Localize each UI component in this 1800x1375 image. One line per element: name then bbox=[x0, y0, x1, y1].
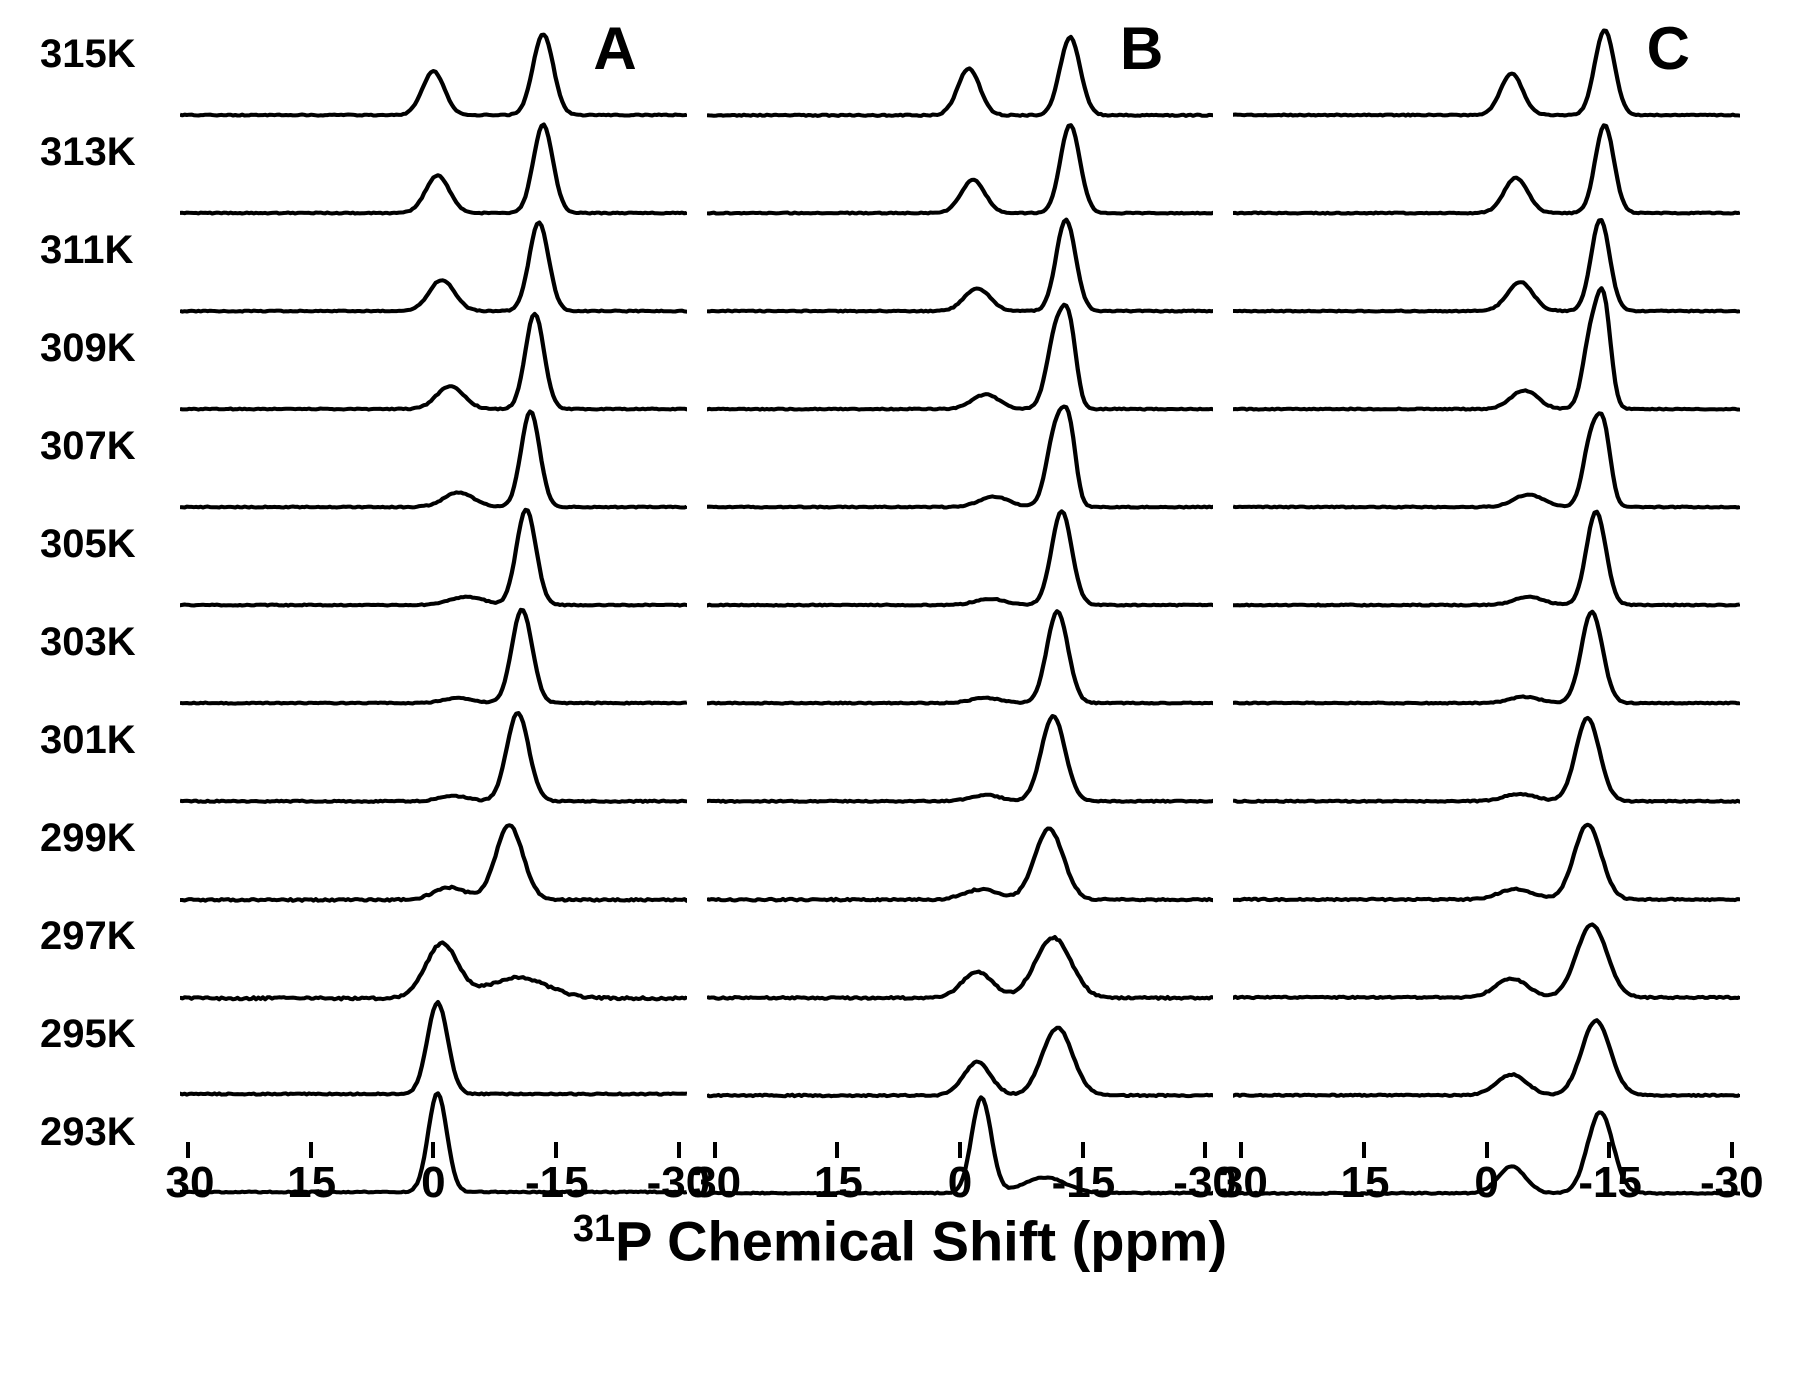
axis-tick-label: -15 bbox=[1578, 1158, 1638, 1208]
axis-tick-label: 15 bbox=[1335, 1158, 1395, 1208]
panel-c: C 30150-15-30 bbox=[1233, 20, 1740, 1200]
axis-tick-label: 30 bbox=[1213, 1158, 1273, 1208]
temperature-label: 295K bbox=[40, 1004, 180, 1102]
temperature-label: 301K bbox=[40, 710, 180, 808]
panel-letter-a: A bbox=[593, 14, 636, 83]
tick-marks bbox=[180, 1142, 687, 1158]
temperature-label: 311K bbox=[40, 220, 180, 318]
x-title-text: P Chemical Shift (ppm) bbox=[615, 1210, 1227, 1273]
axis-tick-label: 15 bbox=[808, 1158, 868, 1208]
tick-labels: 30150-15-30 bbox=[180, 1158, 687, 1208]
x-axis: 30150-15-30 bbox=[1233, 1142, 1740, 1200]
axis-tick-label: 30 bbox=[687, 1158, 747, 1208]
axis-tick-label: -15 bbox=[1052, 1158, 1112, 1208]
axis-tick bbox=[1730, 1142, 1734, 1158]
panel-letter-b: B bbox=[1120, 14, 1163, 83]
temperature-label: 303K bbox=[40, 612, 180, 710]
axis-tick bbox=[1485, 1142, 1489, 1158]
axis-tick-label: 15 bbox=[282, 1158, 342, 1208]
x-title-sup: 31 bbox=[573, 1208, 615, 1250]
axis-tick-label: 0 bbox=[1457, 1158, 1517, 1208]
temperature-label: 299K bbox=[40, 808, 180, 906]
x-axis-title: 31P Chemical Shift (ppm) bbox=[40, 1208, 1760, 1274]
temperature-label: 297K bbox=[40, 906, 180, 1004]
spectra-stack bbox=[707, 20, 1214, 1150]
temperature-label: 305K bbox=[40, 514, 180, 612]
axis-tick bbox=[431, 1142, 435, 1158]
tick-labels: 30150-15-30 bbox=[707, 1158, 1214, 1208]
axis-tick bbox=[958, 1142, 962, 1158]
axis-tick bbox=[713, 1142, 717, 1158]
axis-tick bbox=[1362, 1142, 1366, 1158]
spectra-stack bbox=[180, 20, 687, 1150]
tick-marks bbox=[707, 1142, 1214, 1158]
axis-tick bbox=[1081, 1142, 1085, 1158]
axis-tick bbox=[677, 1142, 681, 1158]
axis-tick bbox=[1607, 1142, 1611, 1158]
spectra-stack bbox=[1233, 20, 1740, 1150]
axis-tick bbox=[554, 1142, 558, 1158]
axis-tick-label: -15 bbox=[525, 1158, 585, 1208]
temperature-label: 313K bbox=[40, 122, 180, 220]
panels-row: 315K313K311K309K307K305K303K301K299K297K… bbox=[40, 20, 1760, 1200]
axis-tick-label: 0 bbox=[930, 1158, 990, 1208]
temperature-labels-column: 315K313K311K309K307K305K303K301K299K297K… bbox=[40, 20, 180, 1200]
panel-b: B 30150-15-30 bbox=[707, 20, 1214, 1200]
temperature-label: 293K bbox=[40, 1102, 180, 1200]
axis-tick-label: 30 bbox=[160, 1158, 220, 1208]
axis-tick bbox=[186, 1142, 190, 1158]
x-axis: 30150-15-30 bbox=[180, 1142, 687, 1200]
temperature-label: 315K bbox=[40, 24, 180, 122]
axis-tick-label: -30 bbox=[1700, 1158, 1760, 1208]
axis-tick bbox=[1203, 1142, 1207, 1158]
axis-tick-label: 0 bbox=[403, 1158, 463, 1208]
nmr-figure: 315K313K311K309K307K305K303K301K299K297K… bbox=[40, 20, 1760, 1340]
axis-tick bbox=[309, 1142, 313, 1158]
axis-tick bbox=[835, 1142, 839, 1158]
temperature-label: 309K bbox=[40, 318, 180, 416]
tick-labels: 30150-15-30 bbox=[1233, 1158, 1740, 1208]
axis-tick bbox=[1239, 1142, 1243, 1158]
tick-marks bbox=[1233, 1142, 1740, 1158]
panel-letter-c: C bbox=[1647, 14, 1690, 83]
temperature-label: 307K bbox=[40, 416, 180, 514]
x-axis: 30150-15-30 bbox=[707, 1142, 1214, 1200]
panel-a: A 30150-15-30 bbox=[180, 20, 687, 1200]
